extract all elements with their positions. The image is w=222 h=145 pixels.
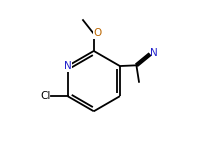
Text: Cl: Cl [40,91,50,101]
Text: N: N [64,61,71,71]
Text: O: O [94,28,102,38]
Text: N: N [150,48,157,58]
